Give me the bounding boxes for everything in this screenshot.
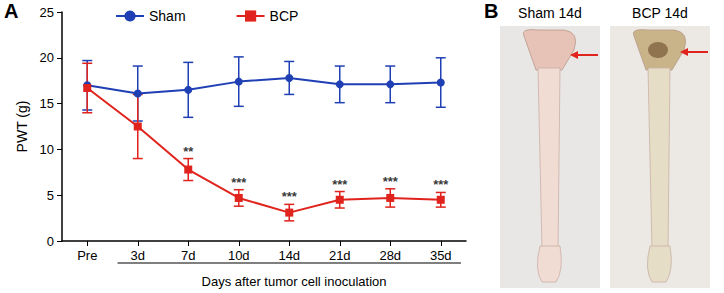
svg-text:10: 10 (40, 142, 54, 157)
svg-text:7d: 7d (181, 248, 195, 263)
svg-text:***: *** (282, 189, 298, 204)
svg-text:28d: 28d (379, 248, 401, 263)
svg-text:Sham: Sham (149, 8, 186, 24)
svg-text:Days after tumor cell inoculat: Days after tumor cell inoculation (202, 274, 387, 289)
svg-text:BCP: BCP (270, 8, 299, 24)
svg-text:***: *** (332, 177, 348, 192)
svg-text:35d: 35d (430, 248, 452, 263)
svg-text:15: 15 (40, 96, 54, 111)
svg-text:20: 20 (40, 50, 54, 65)
svg-text:5: 5 (47, 188, 54, 203)
svg-text:21d: 21d (329, 248, 351, 263)
svg-text:PWT (g): PWT (g) (14, 101, 30, 153)
svg-text:***: *** (231, 175, 247, 190)
svg-text:Sham 14d: Sham 14d (518, 5, 582, 21)
svg-text:25: 25 (40, 5, 54, 20)
svg-text:3d: 3d (131, 248, 145, 263)
svg-text:Pre: Pre (77, 248, 97, 263)
svg-text:BCP 14d: BCP 14d (632, 5, 688, 21)
svg-text:B: B (484, 0, 498, 22)
svg-text:14d: 14d (278, 248, 300, 263)
html-text:A: A (4, 0, 19, 22)
svg-text:***: *** (433, 177, 449, 192)
svg-text:0: 0 (47, 234, 54, 249)
svg-text:10d: 10d (228, 248, 250, 263)
svg-text:***: *** (383, 174, 399, 189)
svg-text:**: ** (183, 144, 194, 159)
